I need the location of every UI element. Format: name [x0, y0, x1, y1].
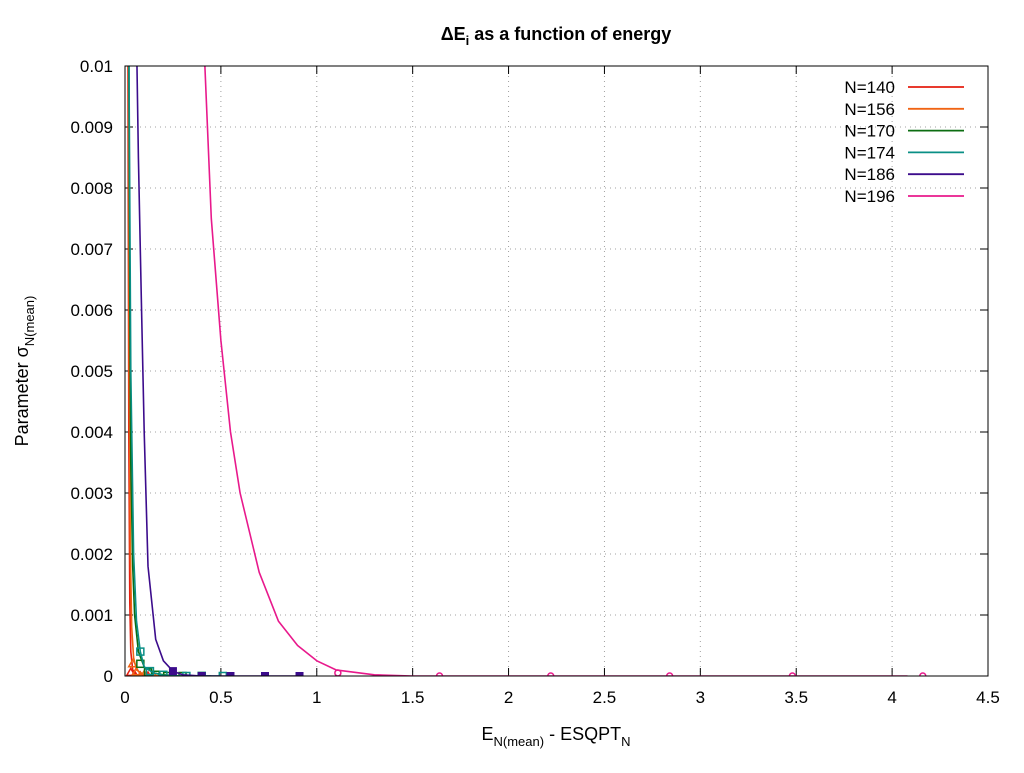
data-point: [226, 672, 235, 676]
series-n-156: [127, 66, 183, 676]
series-n-186: [136, 66, 304, 676]
y-tick-label: 0.004: [70, 423, 113, 442]
legend-label: N=196: [844, 187, 895, 206]
x-tick-label: 4: [887, 688, 896, 707]
x-tick-label: 3.5: [784, 688, 808, 707]
y-axis-label: Parameter σN(mean): [12, 296, 37, 447]
x-axis-label: EN(mean) - ESQPTN: [482, 724, 631, 749]
data-point: [788, 672, 797, 676]
legend-item: N=186: [844, 165, 964, 184]
series-line: [128, 66, 212, 676]
x-tick-label: 4.5: [976, 688, 1000, 707]
x-tick-label: 2: [504, 688, 513, 707]
series-n-174: [128, 66, 228, 676]
y-tick-label: 0.006: [70, 301, 113, 320]
data-point: [295, 672, 304, 676]
plot-frame: [124, 65, 989, 677]
legend-item: N=140: [844, 78, 964, 97]
x-tick-label: 0.5: [209, 688, 233, 707]
data-point: [182, 671, 191, 676]
grid: [125, 66, 988, 676]
legend-item: N=156: [844, 100, 964, 119]
data-point: [546, 672, 555, 676]
data-point: [136, 647, 145, 656]
data-point: [260, 672, 269, 676]
x-axis: 0 0.5 1 1.5 2 2.5 3 3.5 4 4.5: [120, 66, 1000, 707]
series-line: [204, 66, 908, 676]
data-point: [127, 658, 138, 668]
y-tick-label: 0.003: [70, 484, 113, 503]
series-n-170: [128, 66, 212, 676]
legend-label: N=170: [844, 122, 895, 141]
series-line: [136, 66, 300, 676]
data-point: [197, 672, 206, 676]
data-point: [145, 666, 155, 676]
y-tick-label: 0.002: [70, 545, 113, 564]
y-tick-label: 0.01: [80, 57, 113, 76]
series-line: [127, 66, 183, 676]
data-point: [665, 672, 674, 676]
legend-label: N=156: [844, 100, 895, 119]
x-tick-label: 1.5: [401, 688, 425, 707]
chart-title: ΔEi as a function of energy: [441, 24, 672, 48]
y-tick-label: 0.007: [70, 240, 113, 259]
x-tick-label: 0: [120, 688, 129, 707]
plot-area: [125, 66, 927, 676]
y-tick-label: 0: [104, 667, 113, 686]
y-tick-label: 0.009: [70, 118, 113, 137]
data-point: [131, 666, 142, 676]
series-n-140: [125, 66, 164, 676]
x-tick-label: 1: [312, 688, 321, 707]
legend-item: N=196: [844, 187, 964, 206]
legend: N=140 N=156 N=170 N=174 N=186 N=196: [844, 78, 964, 206]
y-tick-label: 0.008: [70, 179, 113, 198]
x-tick-label: 2.5: [593, 688, 617, 707]
legend-label: N=140: [844, 78, 895, 97]
data-point: [125, 666, 136, 676]
data-point: [159, 670, 168, 676]
legend-label: N=174: [844, 143, 895, 162]
y-axis: 0 0.001 0.002 0.003 0.004 0.005 0.006 0.007 0.00…: [70, 57, 988, 686]
y-tick-label: 0.001: [70, 606, 113, 625]
data-point: [168, 667, 177, 676]
legend-item: N=174: [844, 143, 964, 162]
x-tick-label: 3: [696, 688, 705, 707]
series-n-196: [204, 66, 927, 676]
data-point: [919, 672, 927, 676]
data-point: [218, 671, 228, 676]
y-tick-label: 0.005: [70, 362, 113, 381]
legend-item: N=170: [844, 122, 964, 141]
data-point: [435, 672, 444, 676]
legend-label: N=186: [844, 165, 895, 184]
